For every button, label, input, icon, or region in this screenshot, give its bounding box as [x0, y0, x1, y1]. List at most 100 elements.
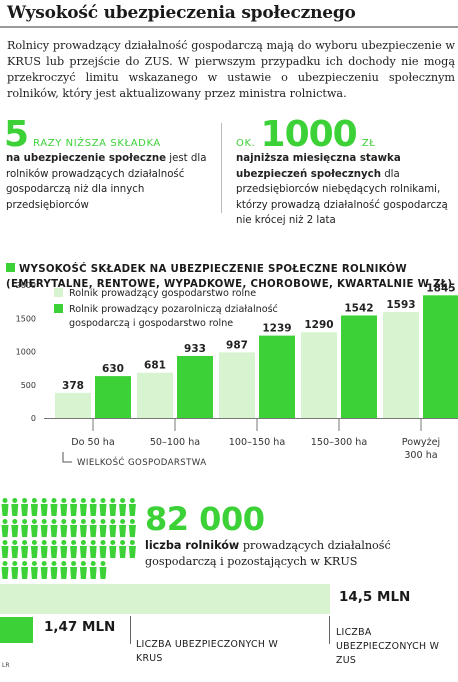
person-icon	[30, 498, 38, 516]
legend-swatch	[54, 288, 63, 297]
count-description: liczba rolników prowadzących działalność…	[145, 538, 445, 569]
bar-value-label: 630	[102, 363, 124, 375]
stat-left-headline: 5 razy niższa składka	[4, 117, 161, 153]
krus-label: Liczba ubezpieczonych w KRUS	[136, 639, 279, 664]
comparison-leader-lines	[130, 616, 330, 644]
stat-right-desc-bold: najniższa miesięczna stawka ubezpieczeń …	[236, 153, 401, 180]
person-icon	[109, 519, 117, 537]
person-icon	[60, 498, 68, 516]
legend-label: Rolnik prowadzący pozarolniczą działalno…	[69, 303, 278, 315]
x-tick-label: 50–100 ha	[150, 437, 200, 448]
y-tick-label: 1500	[16, 314, 36, 323]
credit: LR	[2, 662, 10, 669]
person-icon	[40, 498, 48, 516]
person-icon	[128, 498, 136, 516]
person-icon	[79, 540, 87, 558]
bar-farm	[301, 332, 337, 418]
person-icon	[11, 498, 19, 516]
bar-value-label: 378	[62, 380, 84, 392]
person-icon	[21, 540, 29, 558]
person-icon	[119, 498, 127, 516]
y-tick-label: 0	[31, 414, 36, 423]
x-tick-label: Powyżej 300 ha	[402, 437, 440, 461]
page-title: Wysokość ubezpieczenia społecznego	[7, 3, 356, 23]
bar-value-label: 987	[226, 339, 248, 351]
person-icon	[50, 498, 58, 516]
bar-farm-business	[423, 295, 458, 418]
x-tick-label: 100–150 ha	[229, 437, 285, 448]
x-axis-label-bracket	[62, 452, 72, 463]
zus-label: Liczba ubezpieczonych w ZUS	[336, 627, 440, 666]
bar-farm	[383, 312, 419, 418]
stat-right-prefix: ok.	[236, 138, 256, 149]
person-icon	[119, 540, 127, 558]
stat-right-unit: zł	[361, 138, 376, 149]
stat-left-desc-bold: na ubezpieczenie społeczne	[6, 153, 167, 164]
stat-divider	[221, 123, 222, 213]
person-icon	[1, 498, 9, 516]
person-icon	[40, 540, 48, 558]
person-icon	[11, 561, 19, 579]
person-icon	[99, 540, 107, 558]
person-icon	[89, 498, 97, 516]
stat-left-number: 5	[4, 114, 29, 155]
person-icon	[1, 519, 9, 537]
person-icon	[79, 561, 87, 579]
person-icon	[50, 561, 58, 579]
bar-farm	[219, 352, 255, 418]
person-icon	[40, 519, 48, 537]
person-icon	[21, 498, 29, 516]
person-icon	[60, 519, 68, 537]
bar-farm-business	[259, 335, 295, 418]
person-icon	[89, 519, 97, 537]
count-desc-rest: prowadzących działalność gospodarczą i p…	[145, 539, 391, 568]
krus-bar	[0, 617, 33, 643]
person-icon	[89, 540, 97, 558]
person-icon	[1, 561, 9, 579]
person-icon	[99, 498, 107, 516]
person-icon	[50, 540, 58, 558]
y-tick-label: 2000	[16, 281, 36, 290]
stat-left-description: na ubezpieczenie społeczne jest dla roln…	[6, 151, 212, 213]
bar-value-label: 1239	[262, 323, 291, 335]
person-icon	[119, 519, 127, 537]
bar-value-label: 1593	[386, 299, 415, 311]
person-icon	[128, 519, 136, 537]
stat-right-description: najniższa miesięczna stawka ubezpieczeń …	[236, 151, 450, 229]
stat-left-unit: razy niższa składka	[33, 138, 161, 149]
chart-title: Wysokość składek na ubezpieczenie społec…	[6, 262, 456, 292]
stat-right-desc-rest: dla przedsiębiorców niebędących rolnikam…	[236, 168, 448, 227]
legend-label: Rolnik prowadzący gospodarstwo rolne	[69, 288, 256, 299]
people-icon-grid	[0, 496, 140, 582]
y-tick-label: 1000	[16, 348, 36, 357]
stat-right-number: 1000	[260, 114, 358, 155]
person-icon	[70, 519, 78, 537]
legend-label: gospodarczą i gospodarstwo rolne	[69, 318, 233, 329]
person-icon	[50, 519, 58, 537]
bar-farm-business	[95, 376, 131, 418]
person-icon	[79, 519, 87, 537]
stat-right-headline: ok. 1000 zł	[236, 117, 375, 153]
bar-value-label: 933	[184, 343, 206, 355]
zus-bar	[0, 584, 330, 614]
chart-title-marker	[6, 263, 15, 272]
legend-swatch	[54, 304, 63, 313]
person-icon	[70, 540, 78, 558]
person-icon	[89, 561, 97, 579]
person-icon	[11, 519, 19, 537]
bar-farm-business	[177, 355, 213, 418]
bar-value-label: 681	[144, 360, 166, 372]
person-icon	[109, 540, 117, 558]
person-icon	[70, 561, 78, 579]
krus-value: 1,47 MLN	[44, 619, 116, 635]
bar-value-label: 1845	[426, 282, 455, 294]
person-icon	[30, 519, 38, 537]
person-icon	[99, 561, 107, 579]
x-tick-label: Do 50 ha	[71, 437, 115, 448]
person-icon	[21, 519, 29, 537]
person-icon	[109, 498, 117, 516]
intro-paragraph: Rolnicy prowadzący działalność gospodarc…	[7, 39, 455, 100]
person-icon	[30, 540, 38, 558]
bar-chart-svg: 0 500 1000 1500 2000 378 630 Do 50 ha 681 933 50–1…	[16, 281, 458, 468]
person-icon	[70, 498, 78, 516]
